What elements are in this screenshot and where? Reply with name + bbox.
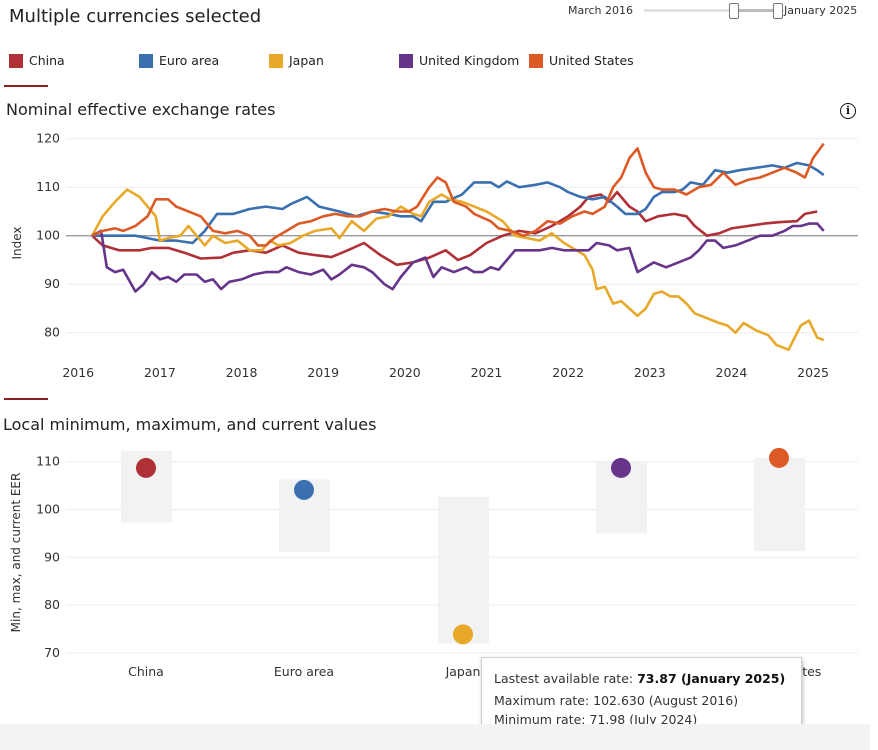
- y-tick-label: 110: [36, 454, 60, 469]
- y-tick-label: 100: [36, 502, 60, 517]
- tooltip-minimum: Minimum rate: 71.98 (July 2024): [494, 712, 698, 727]
- current-value-dot: [611, 457, 631, 478]
- page-title: Multiple currencies selected: [9, 6, 262, 27]
- y-axis-label: Min, max, and current EER: [9, 473, 23, 633]
- legend-swatch: [139, 53, 153, 68]
- y-tick-label: 90: [44, 549, 60, 564]
- series-line-japan: [90, 188, 825, 351]
- legend-swatch: [269, 53, 283, 68]
- legend-item-euro-area[interactable]: Euro area: [139, 53, 219, 68]
- y-axis-label: Index: [10, 226, 24, 259]
- y-tick-label: 120: [36, 131, 60, 146]
- legend-swatch: [9, 53, 23, 68]
- line-chart-title: Nominal effective exchange rates: [6, 100, 276, 119]
- x-tick-label: 2016: [62, 365, 94, 380]
- legend-label: China: [29, 53, 65, 68]
- x-tick-label: 2017: [144, 365, 176, 380]
- tooltip-maximum: Maximum rate: 102.630 (August 2016): [494, 693, 739, 708]
- y-tick-label: 70: [44, 645, 60, 660]
- range-start-label: March 2016: [568, 4, 634, 17]
- line-chart: 80 90 100 110 120 2016 2017 2018 2019 2020 2021 202…: [10, 131, 858, 380]
- current-value-dot: [294, 479, 314, 500]
- x-tick-label: 2019: [307, 365, 339, 380]
- x-tick-label: 2018: [226, 365, 258, 380]
- x-tick-label: 2024: [716, 365, 748, 380]
- tooltip-latest: Lastest available rate: 73.87 (January 2…: [494, 671, 785, 686]
- x-tick-label: 2023: [634, 365, 666, 380]
- x-tick-label: 2025: [797, 365, 829, 380]
- category-label: Euro area: [274, 664, 334, 679]
- x-tick-label: 2022: [552, 365, 584, 380]
- tooltip-latest-value: 73.87 (January 2025): [637, 671, 786, 686]
- legend-item-united-kingdom[interactable]: United Kingdom: [399, 53, 519, 68]
- date-range-slider-selection: [735, 9, 777, 12]
- series-line-united-states: [91, 142, 825, 247]
- legend-label: Japan: [289, 53, 324, 68]
- y-tick-label: 80: [44, 325, 60, 340]
- legend-swatch: [529, 53, 543, 68]
- legend-label: United Kingdom: [419, 53, 520, 68]
- legend-item-united-states[interactable]: United States: [529, 53, 634, 68]
- range-bar: [438, 496, 489, 644]
- series-line-united-kingdom: [91, 222, 825, 293]
- range-end-handle[interactable]: [773, 3, 783, 19]
- page-footer-band: [0, 724, 870, 750]
- y-tick-label: 100: [36, 228, 60, 243]
- section-divider: [4, 85, 48, 87]
- y-tick-label: 110: [36, 179, 60, 194]
- current-value-dot: [453, 624, 473, 645]
- x-tick-label: 2020: [389, 365, 421, 380]
- date-range-slider-track[interactable]: [644, 9, 784, 12]
- legend: China Euro area Japan United Kingdom Uni…: [0, 53, 878, 73]
- legend-item-china[interactable]: China: [9, 53, 65, 68]
- tooltip-latest-label: Lastest available rate:: [494, 671, 634, 686]
- legend-swatch: [399, 53, 413, 68]
- range-bar: [754, 457, 805, 552]
- y-tick-label: 90: [44, 276, 60, 291]
- info-icon[interactable]: i: [840, 103, 856, 119]
- x-tick-label: 2021: [471, 365, 503, 380]
- category-label: China: [128, 664, 164, 679]
- section-divider: [4, 398, 48, 400]
- legend-item-japan[interactable]: Japan: [269, 53, 324, 68]
- range-end-label: January 2025: [784, 4, 858, 17]
- legend-label: United States: [549, 53, 634, 68]
- y-tick-label: 80: [44, 597, 60, 612]
- current-value-dot: [136, 457, 156, 478]
- range-start-handle[interactable]: [729, 3, 739, 19]
- category-label: Japan: [445, 664, 481, 679]
- legend-label: Euro area: [159, 53, 220, 68]
- range-chart: 70 80 90 100 110 Min, max, and current EER Chi…: [9, 447, 858, 679]
- range-chart-title: Local minimum, maximum, and current valu…: [3, 415, 377, 434]
- series-line-china: [91, 190, 818, 267]
- current-value-dot: [769, 447, 789, 468]
- series-line-euro-area: [92, 161, 825, 245]
